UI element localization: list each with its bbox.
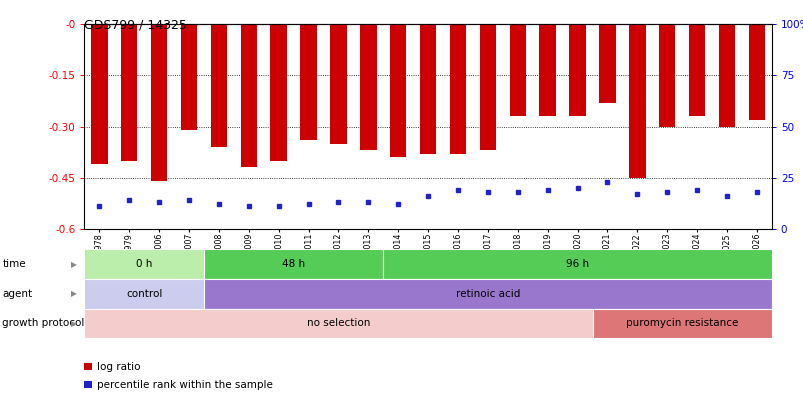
Text: ▶: ▶ xyxy=(71,260,77,269)
Text: control: control xyxy=(126,289,162,299)
Bar xyxy=(539,24,555,116)
Bar xyxy=(449,24,466,154)
Bar xyxy=(598,24,615,103)
Bar xyxy=(592,309,771,338)
Bar xyxy=(151,24,167,181)
Text: agent: agent xyxy=(2,289,32,299)
Bar xyxy=(360,24,376,150)
Text: growth protocol: growth protocol xyxy=(2,318,84,328)
Bar xyxy=(479,24,495,150)
Bar xyxy=(84,249,204,279)
Text: no selection: no selection xyxy=(307,318,369,328)
Text: time: time xyxy=(2,259,26,269)
Bar xyxy=(270,24,287,161)
Bar xyxy=(569,24,585,116)
Bar xyxy=(300,24,316,140)
Bar xyxy=(718,24,734,126)
Bar xyxy=(121,24,137,161)
Bar xyxy=(204,249,383,279)
Text: puromycin resistance: puromycin resistance xyxy=(626,318,737,328)
Text: log ratio: log ratio xyxy=(97,362,141,371)
Text: 48 h: 48 h xyxy=(282,259,305,269)
Text: 96 h: 96 h xyxy=(565,259,589,269)
Bar xyxy=(509,24,525,116)
Text: GDS799 / 14325: GDS799 / 14325 xyxy=(84,18,187,31)
Bar xyxy=(181,24,197,130)
Bar xyxy=(389,24,406,157)
Text: percentile rank within the sample: percentile rank within the sample xyxy=(97,380,272,390)
Bar xyxy=(91,24,108,164)
Bar xyxy=(204,279,771,309)
Bar xyxy=(688,24,704,116)
Bar xyxy=(419,24,436,154)
Bar xyxy=(84,309,592,338)
Bar xyxy=(84,279,204,309)
Bar xyxy=(658,24,675,126)
Text: ▶: ▶ xyxy=(71,319,77,328)
Bar xyxy=(383,249,771,279)
Text: ▶: ▶ xyxy=(71,289,77,298)
Text: retinoic acid: retinoic acid xyxy=(455,289,520,299)
Bar xyxy=(628,24,645,178)
Bar xyxy=(240,24,257,168)
Bar xyxy=(330,24,346,144)
Bar xyxy=(210,24,227,147)
Bar xyxy=(748,24,764,120)
Text: 0 h: 0 h xyxy=(136,259,153,269)
